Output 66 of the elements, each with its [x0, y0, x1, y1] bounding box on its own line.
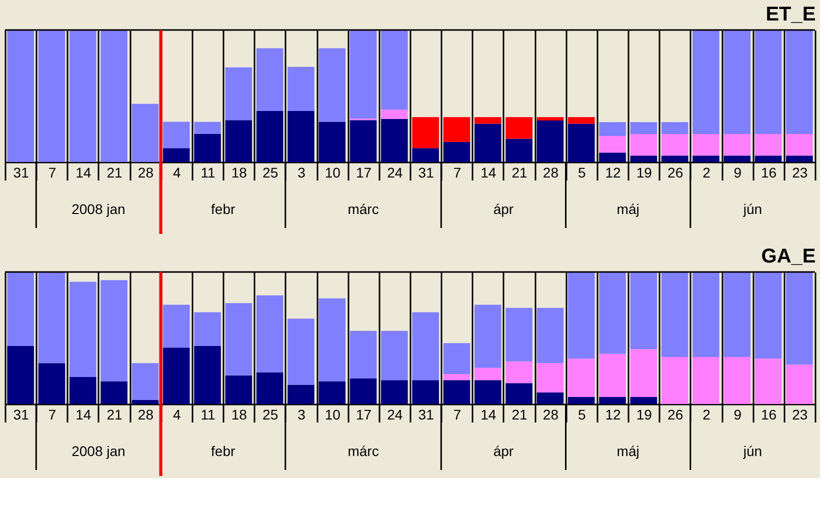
text: márc — [348, 443, 379, 459]
x-tick-label: 3 — [298, 406, 306, 422]
x-tick-label: 14 — [480, 164, 496, 180]
x-tick-label: 31 — [13, 164, 30, 180]
text: 2008 jan — [72, 201, 126, 217]
x-tick-label: 17 — [356, 164, 372, 180]
text: máj — [616, 443, 640, 459]
x-tick-label: 10 — [324, 406, 341, 422]
x-tick-label: 7 — [48, 164, 56, 180]
x-tick-label: 2 — [702, 164, 711, 180]
x-tick-label: 2 — [702, 406, 711, 422]
x-tick-label: 19 — [636, 406, 652, 422]
x-tick-label: 28 — [542, 406, 559, 422]
x-tick-label: 28 — [542, 164, 559, 180]
x-tick-label: 7 — [48, 406, 56, 422]
x-tick-label: 7 — [453, 406, 462, 422]
x-tick-label: 26 — [668, 406, 684, 422]
x-tick-label: 31 — [13, 406, 30, 422]
x-tick-label: 25 — [262, 164, 278, 180]
x-tick-label: 7 — [453, 164, 462, 180]
text: jún — [742, 443, 762, 459]
x-tick-label: 9 — [734, 406, 742, 422]
x-tick-label: 31 — [418, 164, 434, 180]
text: ápr — [493, 443, 514, 459]
x-tick-label: 31 — [418, 406, 434, 422]
x-tick-label: 26 — [668, 164, 684, 180]
text: febr — [211, 201, 236, 217]
x-tick-label: 21 — [512, 164, 528, 180]
x-tick-label: 28 — [138, 164, 154, 180]
text: máj — [616, 201, 640, 217]
text: febr — [211, 443, 236, 459]
x-tick-label: 4 — [172, 164, 181, 180]
x-tick-label: 14 — [76, 406, 92, 422]
x-tick-label: 23 — [792, 406, 808, 422]
x-tick-label: 25 — [262, 406, 278, 422]
x-tick-label: 21 — [512, 406, 528, 422]
x-tick-label: 11 — [200, 406, 216, 422]
x-tick-label: 28 — [138, 406, 154, 422]
x-tick-label: 19 — [636, 164, 652, 180]
x-tick-label: 9 — [734, 164, 742, 180]
x-tick-label: 21 — [106, 406, 123, 422]
x-tick-label: 18 — [231, 164, 248, 180]
x-tick-label: 24 — [387, 164, 403, 180]
x-tick-label: 14 — [480, 406, 496, 422]
x-tick-label: 11 — [200, 164, 216, 180]
x-tick-label: 3 — [298, 164, 306, 180]
x-tick-label: 16 — [760, 406, 777, 422]
x-tick-label: 21 — [106, 164, 123, 180]
x-tick-label: 16 — [760, 164, 777, 180]
text: 2008 jan — [72, 443, 126, 459]
x-tick-label: 5 — [578, 164, 586, 180]
x-tick-label: 17 — [356, 406, 372, 422]
text: jún — [742, 201, 762, 217]
x-tick-label: 10 — [324, 164, 341, 180]
chart-title: ET_E — [766, 4, 816, 26]
x-tick-label: 4 — [172, 406, 181, 422]
x-tick-label: 24 — [387, 406, 403, 422]
x-tick-label: 23 — [792, 164, 808, 180]
x-tick-label: 14 — [76, 164, 92, 180]
text: márc — [348, 201, 379, 217]
text: ápr — [493, 201, 514, 217]
x-tick-label: 12 — [605, 164, 621, 180]
x-tick-label: 5 — [578, 406, 586, 422]
x-tick-label: 12 — [605, 406, 621, 422]
chart-title: GA_E — [761, 246, 816, 268]
x-tick-label: 18 — [231, 406, 248, 422]
